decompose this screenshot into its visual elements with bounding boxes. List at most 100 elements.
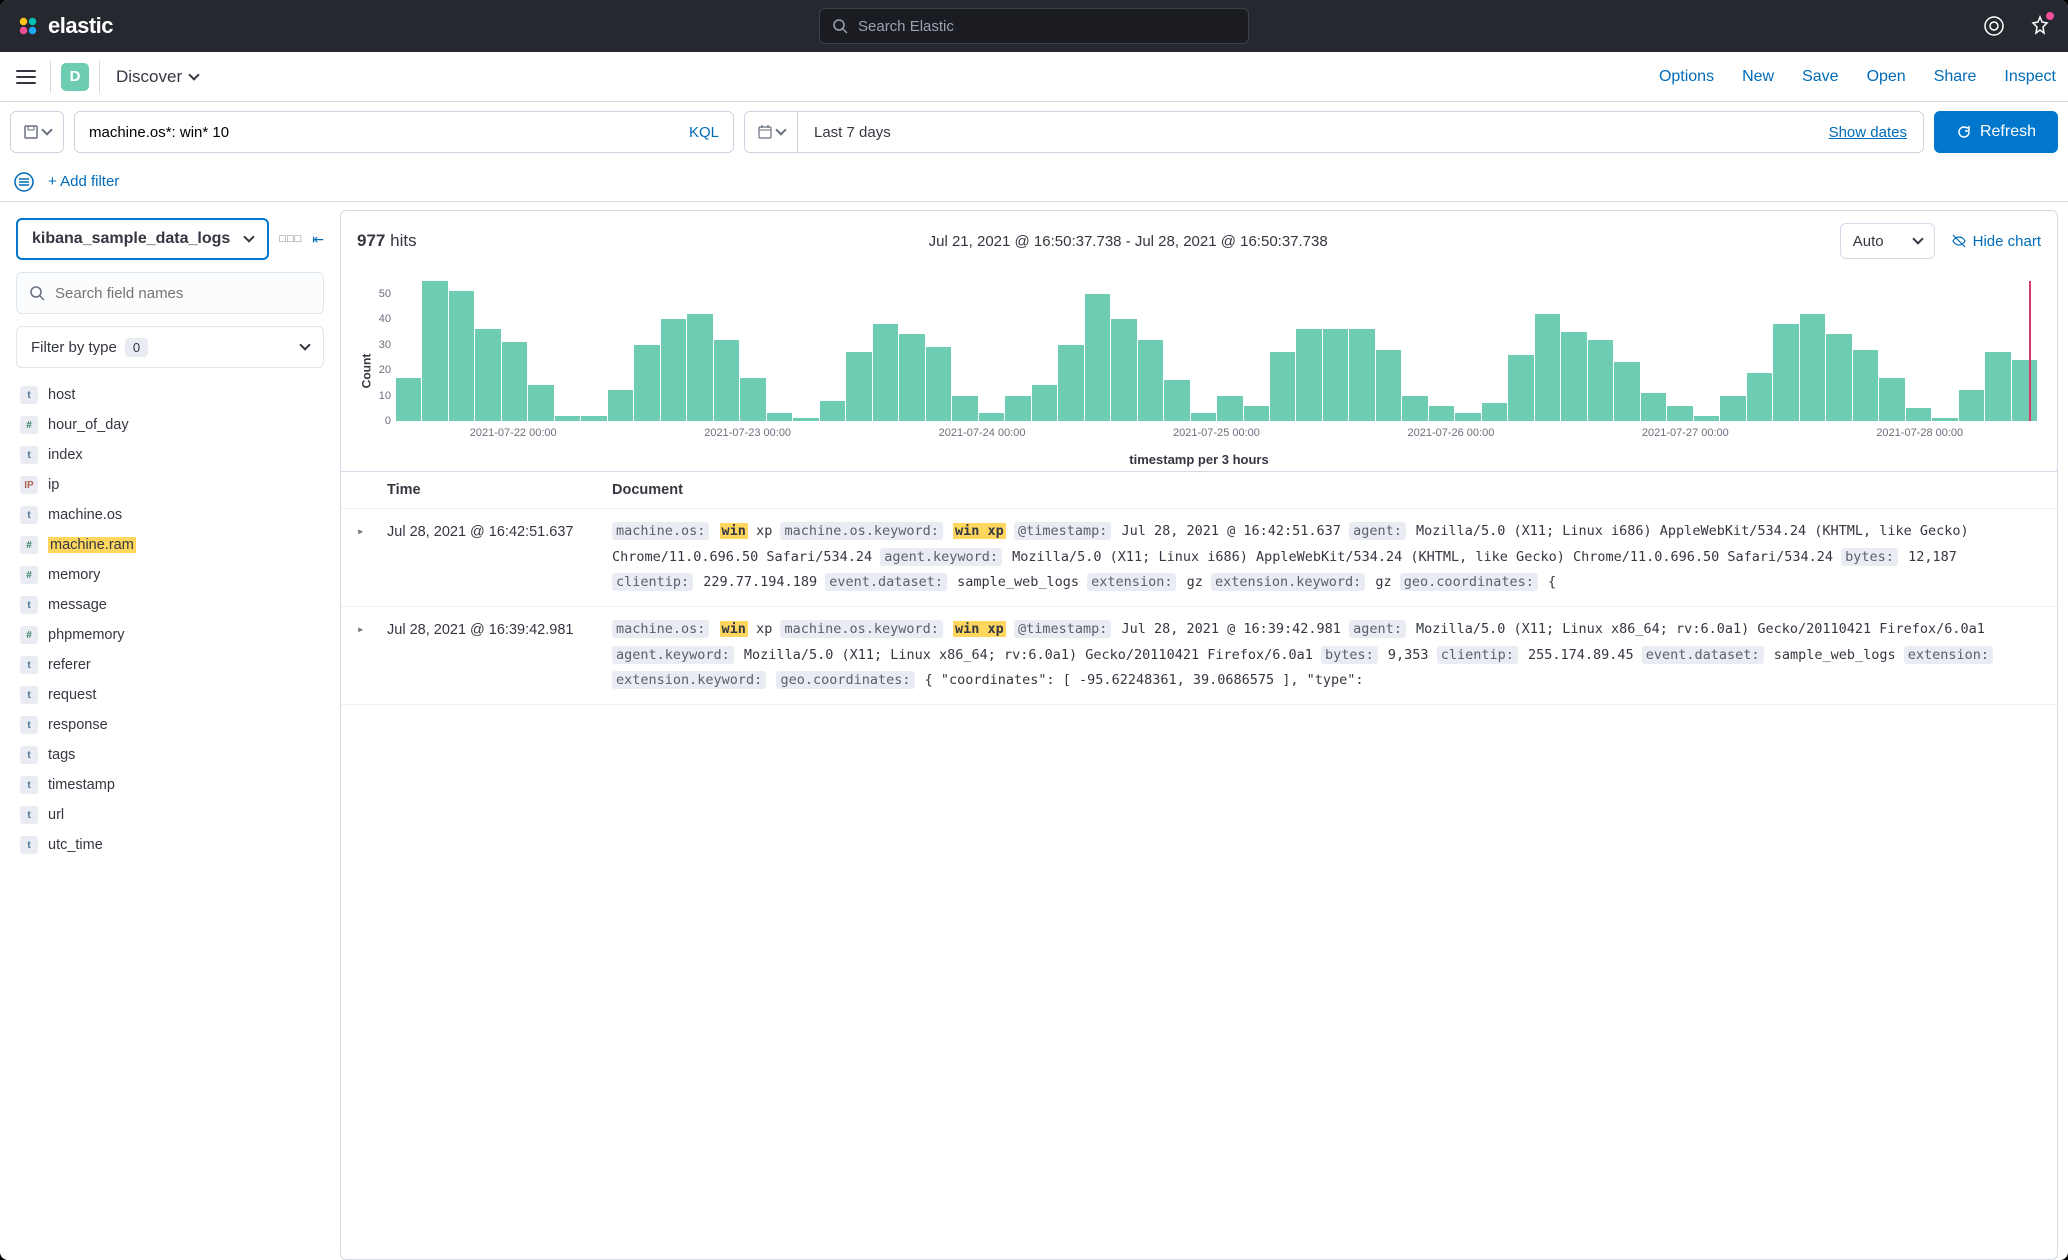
bar[interactable]	[396, 378, 421, 421]
field-item[interactable]: #memory	[16, 560, 324, 590]
bar[interactable]	[1826, 334, 1851, 421]
menu-toggle[interactable]	[12, 63, 40, 91]
histogram-chart[interactable]: Count 01020304050 2021-07-22 00:002021-0…	[341, 271, 2057, 471]
bar[interactable]	[528, 385, 553, 421]
interval-select[interactable]: Auto	[1840, 223, 1935, 259]
bar[interactable]	[2012, 360, 2037, 421]
bar[interactable]	[1085, 294, 1110, 421]
bar[interactable]	[687, 314, 712, 421]
bar[interactable]	[1376, 350, 1401, 421]
bar[interactable]	[926, 347, 951, 421]
nav-link-share[interactable]: Share	[1934, 68, 1977, 86]
field-item[interactable]: treferer	[16, 650, 324, 680]
help-icon[interactable]	[1982, 14, 2006, 38]
bar[interactable]	[581, 416, 606, 421]
field-item[interactable]: IPip	[16, 470, 324, 500]
field-item[interactable]: thost	[16, 380, 324, 410]
refresh-button[interactable]: Refresh	[1934, 111, 2058, 153]
bar[interactable]	[661, 319, 686, 421]
bar[interactable]	[1561, 332, 1586, 421]
field-item[interactable]: tmachine.os	[16, 500, 324, 530]
sidebar-options-icon[interactable]: □□□	[279, 233, 302, 245]
bar[interactable]	[608, 390, 633, 421]
newsfeed-icon[interactable]	[2028, 14, 2052, 38]
col-time-header[interactable]: Time	[387, 482, 612, 498]
index-pattern-selector[interactable]: kibana_sample_data_logs	[16, 218, 269, 260]
bar[interactable]	[1773, 324, 1798, 421]
collapse-sidebar-icon[interactable]: ⇤	[312, 231, 324, 248]
filter-settings-icon[interactable]	[12, 170, 36, 194]
bar[interactable]	[1535, 314, 1560, 421]
field-item[interactable]: tresponse	[16, 710, 324, 740]
bar[interactable]	[1614, 362, 1639, 421]
nav-link-options[interactable]: Options	[1659, 68, 1714, 86]
bar[interactable]	[1641, 393, 1666, 421]
bar[interactable]	[1270, 352, 1295, 421]
bar[interactable]	[767, 413, 792, 421]
query-language-switcher[interactable]: KQL	[689, 124, 719, 141]
field-item[interactable]: tmessage	[16, 590, 324, 620]
bar[interactable]	[873, 324, 898, 421]
bar[interactable]	[1138, 340, 1163, 421]
hide-chart-button[interactable]: Hide chart	[1951, 233, 2041, 250]
bar[interactable]	[1482, 403, 1507, 421]
bar[interactable]	[1985, 352, 2010, 421]
field-item[interactable]: tutc_time	[16, 830, 324, 860]
col-doc-header[interactable]: Document	[612, 482, 2041, 498]
add-filter-button[interactable]: + Add filter	[48, 173, 119, 190]
bar[interactable]	[1508, 355, 1533, 421]
bar[interactable]	[1244, 406, 1269, 421]
bar[interactable]	[1111, 319, 1136, 421]
bar[interactable]	[793, 418, 818, 421]
bar[interactable]	[502, 342, 527, 421]
field-item[interactable]: #phpmemory	[16, 620, 324, 650]
expand-row-icon[interactable]: ▸	[357, 524, 364, 538]
bar[interactable]	[555, 416, 580, 421]
bar[interactable]	[1323, 329, 1348, 421]
nav-link-open[interactable]: Open	[1867, 68, 1906, 86]
bar[interactable]	[820, 401, 845, 421]
bar[interactable]	[1349, 329, 1374, 421]
bar[interactable]	[1296, 329, 1321, 421]
bar[interactable]	[979, 413, 1004, 421]
expand-row-icon[interactable]: ▸	[357, 622, 364, 636]
show-dates-link[interactable]: Show dates	[1829, 124, 1907, 141]
filter-by-type[interactable]: Filter by type0	[16, 326, 324, 368]
bar[interactable]	[1217, 396, 1242, 421]
date-quick-select[interactable]	[744, 111, 798, 153]
app-title[interactable]: Discover	[116, 67, 198, 87]
bar[interactable]	[1032, 385, 1057, 421]
query-input[interactable]	[89, 124, 689, 141]
field-item[interactable]: ttimestamp	[16, 770, 324, 800]
bar[interactable]	[1191, 413, 1216, 421]
bar[interactable]	[634, 345, 659, 421]
field-item[interactable]: turl	[16, 800, 324, 830]
elastic-logo[interactable]: elastic	[16, 13, 113, 39]
bar[interactable]	[952, 396, 977, 421]
saved-query-button[interactable]	[10, 111, 64, 153]
bar[interactable]	[1800, 314, 1825, 421]
bar[interactable]	[1932, 418, 1957, 421]
field-item[interactable]: #hour_of_day	[16, 410, 324, 440]
field-item[interactable]: #machine.ram	[16, 530, 324, 560]
bar[interactable]	[1667, 406, 1692, 421]
field-search-input[interactable]	[55, 285, 311, 302]
bar[interactable]	[1429, 406, 1454, 421]
bar[interactable]	[1402, 396, 1427, 421]
bar[interactable]	[1747, 373, 1772, 421]
nav-link-save[interactable]: Save	[1802, 68, 1838, 86]
field-item[interactable]: trequest	[16, 680, 324, 710]
bar[interactable]	[449, 291, 474, 421]
bar[interactable]	[714, 340, 739, 421]
bar[interactable]	[1853, 350, 1878, 421]
bar[interactable]	[1694, 416, 1719, 421]
bar[interactable]	[1455, 413, 1480, 421]
nav-link-inspect[interactable]: Inspect	[2004, 68, 2056, 86]
bar[interactable]	[1879, 378, 1904, 421]
bar[interactable]	[1005, 396, 1030, 421]
bar[interactable]	[1720, 396, 1745, 421]
field-item[interactable]: tindex	[16, 440, 324, 470]
bar[interactable]	[1588, 340, 1613, 421]
bar[interactable]	[899, 334, 924, 421]
global-search[interactable]: Search Elastic	[819, 8, 1249, 44]
